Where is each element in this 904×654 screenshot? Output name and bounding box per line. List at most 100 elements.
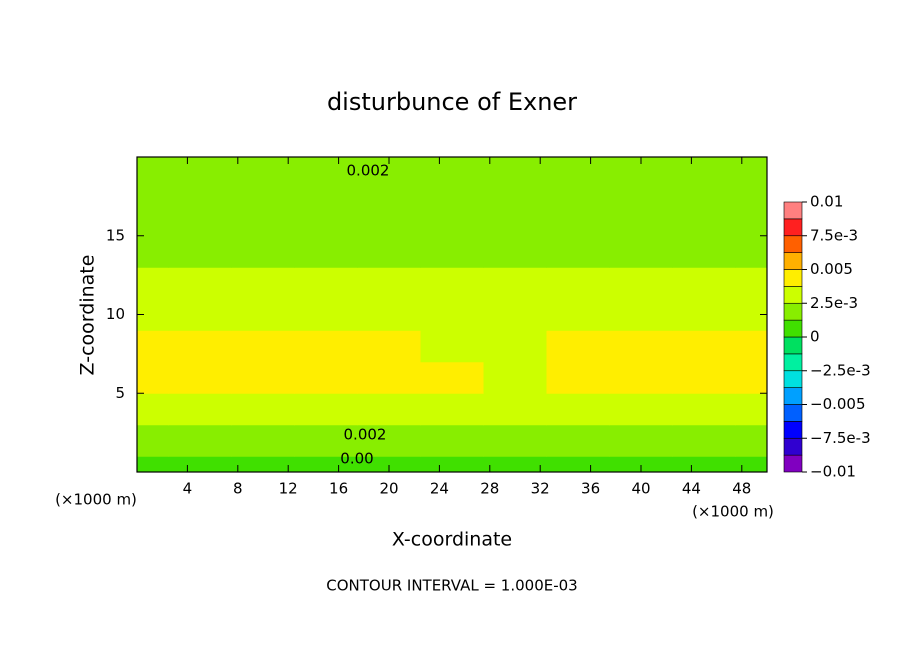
contour-cell: [546, 424, 610, 457]
contour-cell: [420, 456, 484, 473]
x-tick-label: 48: [732, 480, 751, 498]
contour-cell: [672, 267, 736, 300]
contour-cell: [357, 204, 421, 237]
colorbar-segment: [783, 404, 803, 422]
contour-cell: [546, 157, 610, 174]
contour-cell: [483, 157, 547, 174]
x-unit: (×1000 m): [55, 491, 137, 509]
contour-cell: [137, 235, 169, 268]
contour-cell: [483, 361, 547, 394]
contour-cell: [672, 424, 736, 457]
contour-cell: [609, 172, 673, 205]
x-tick-label: 20: [379, 480, 398, 498]
contour-cell: [735, 424, 768, 457]
contour-cell: [609, 235, 673, 268]
contour-cell: [609, 298, 673, 331]
contour-cell: [546, 456, 610, 473]
contour-cell: [420, 235, 484, 268]
contour-cell: [357, 424, 421, 457]
y-tick-label: 15: [106, 226, 125, 244]
y-axis-label: Z-coordinate: [77, 255, 99, 376]
x-tick-label: 12: [279, 480, 298, 498]
contour-cell: [294, 235, 358, 268]
contour-cell: [420, 267, 484, 300]
colorbar-segment: [783, 218, 803, 237]
contour-cell: [420, 204, 484, 237]
contour-cell: [546, 330, 610, 363]
contour-cell: [137, 456, 169, 473]
contour-cell: [168, 235, 232, 268]
contour-label: 0.002: [344, 426, 387, 444]
contour-cell: [137, 157, 169, 174]
contour-cell: [357, 157, 421, 174]
contour-cell: [137, 393, 169, 426]
contour-cell: [420, 393, 484, 426]
contour-cell: [294, 393, 358, 426]
contour-cell: [231, 267, 295, 300]
contour-cell: [735, 330, 768, 363]
contour-cell: [609, 267, 673, 300]
contour-cell: [420, 330, 484, 363]
x-tick-label: 36: [581, 480, 600, 498]
y-tick-label: 10: [106, 305, 125, 323]
contour-cell: [294, 330, 358, 363]
colorbar-segment: [783, 437, 803, 456]
y-tick-label: 5: [115, 384, 125, 402]
contour-cell: [357, 330, 421, 363]
colorbar-tick-label: −2.5e-3: [810, 361, 871, 379]
contour-cell: [231, 424, 295, 457]
contour-cell: [609, 424, 673, 457]
contour-cell: [357, 298, 421, 331]
contour-cell: [672, 393, 736, 426]
contour-cell: [294, 172, 358, 205]
contour-cell: [483, 235, 547, 268]
contour-cell: [483, 204, 547, 237]
contour-cell: [168, 157, 232, 174]
x-tick-label: 28: [480, 480, 499, 498]
colorbar-segment: [783, 370, 803, 388]
contour-cell: [231, 235, 295, 268]
contour-label: 0.002: [347, 162, 390, 180]
colorbar-segment: [783, 201, 803, 220]
contour-cell: [735, 157, 768, 174]
colorbar-segment: [783, 286, 803, 304]
contour-cell: [294, 456, 358, 473]
contour-cell: [357, 393, 421, 426]
contour-cell: [137, 330, 169, 363]
colorbar-tick-label: −7.5e-3: [810, 429, 871, 447]
x-tick-label: 44: [682, 480, 701, 498]
contour-cell: [546, 204, 610, 237]
contour-cell: [168, 330, 232, 363]
contour-cell: [672, 157, 736, 174]
contour-cell: [483, 456, 547, 473]
contour-cell: [735, 267, 768, 300]
colorbar-segment: [783, 302, 803, 321]
colorbar-tick-label: 0.01: [810, 193, 843, 211]
contour-cell: [546, 267, 610, 300]
contour-cell: [168, 298, 232, 331]
contour-cell: [609, 456, 673, 473]
colorbar-segment: [783, 353, 803, 372]
contour-cell: [546, 393, 610, 426]
contour-cell: [137, 424, 169, 457]
contour-cell: [735, 204, 768, 237]
contour-cell: [672, 361, 736, 394]
contour-cell: [483, 424, 547, 457]
contour-cell: [420, 361, 484, 394]
colorbar-tick-label: 7.5e-3: [810, 226, 858, 244]
contour-cell: [672, 298, 736, 331]
colorbar-segment: [783, 269, 803, 287]
contour-cell: [137, 361, 169, 394]
contour-cell: [609, 330, 673, 363]
contour-cell: [231, 361, 295, 394]
colorbar-tick-label: 0.005: [810, 260, 853, 278]
colorbar-tick-label: −0.005: [810, 395, 866, 413]
colorbar-segment: [783, 336, 803, 355]
contour-cell: [672, 330, 736, 363]
contour-cell: [546, 361, 610, 394]
colorbar-segment: [783, 387, 803, 405]
contour-cell: [294, 424, 358, 457]
contour-cell: [168, 267, 232, 300]
contour-cell: [231, 204, 295, 237]
